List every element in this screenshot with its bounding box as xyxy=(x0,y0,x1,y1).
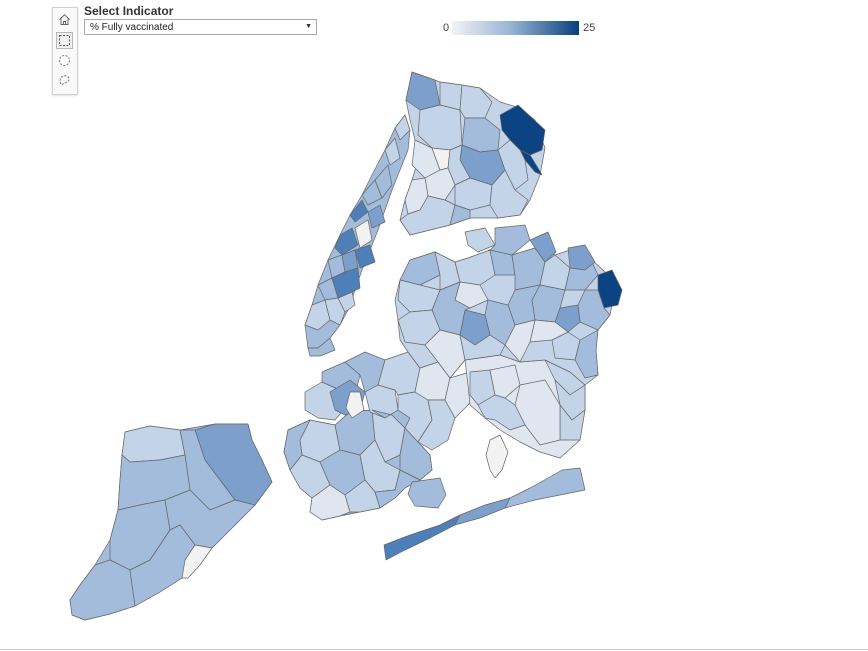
zip-area[interactable] xyxy=(304,299,331,331)
zip-area[interactable] xyxy=(567,244,596,271)
zip-area[interactable] xyxy=(367,204,386,229)
zip-area[interactable] xyxy=(354,244,376,269)
zip-area[interactable] xyxy=(459,84,493,119)
chevron-down-icon: ▼ xyxy=(305,23,312,30)
zip-area[interactable] xyxy=(449,204,471,226)
zip-area[interactable] xyxy=(384,137,401,166)
zip-area[interactable] xyxy=(345,391,365,419)
lasso-select-icon[interactable] xyxy=(56,72,73,89)
home-icon[interactable] xyxy=(56,11,73,28)
zip-area[interactable] xyxy=(454,497,511,526)
zip-area[interactable] xyxy=(504,467,586,509)
zip-area[interactable] xyxy=(477,394,526,431)
zip-area[interactable] xyxy=(407,477,447,509)
zip-area[interactable] xyxy=(529,231,557,263)
legend-min-label: 0 xyxy=(443,22,450,34)
map-toolbar xyxy=(52,7,78,95)
zip-area[interactable] xyxy=(489,364,521,399)
zip-area[interactable] xyxy=(69,559,136,621)
zip-area[interactable] xyxy=(334,227,359,256)
legend-color-bar xyxy=(452,21,579,35)
zip-area[interactable] xyxy=(394,114,411,141)
legend-max-label: 25 xyxy=(583,22,596,34)
zip-area[interactable] xyxy=(331,267,361,299)
zip-area[interactable] xyxy=(383,514,461,561)
zip-area[interactable] xyxy=(499,104,546,156)
zip-area[interactable] xyxy=(399,251,441,286)
zip-area[interactable] xyxy=(324,297,346,326)
indicator-title: Select Indicator xyxy=(84,4,174,18)
zip-area[interactable] xyxy=(309,484,351,521)
zip-area[interactable] xyxy=(459,334,506,361)
circle-select-icon[interactable] xyxy=(56,52,73,69)
zip-area[interactable] xyxy=(489,224,531,256)
zip-area[interactable] xyxy=(374,164,393,199)
zip-area[interactable] xyxy=(307,337,336,357)
zip-area[interactable] xyxy=(485,434,509,479)
zip-area[interactable] xyxy=(489,169,529,219)
zip-area[interactable] xyxy=(181,544,213,579)
indicator-select-value: % Fully vaccinated xyxy=(90,22,174,33)
zip-area[interactable] xyxy=(399,427,433,481)
zip-area[interactable] xyxy=(354,219,373,249)
box-select-icon[interactable] xyxy=(56,32,73,49)
indicator-select[interactable]: % Fully vaccinated ▼ xyxy=(84,19,317,35)
bottom-divider xyxy=(0,649,868,650)
zip-area[interactable] xyxy=(464,227,496,253)
